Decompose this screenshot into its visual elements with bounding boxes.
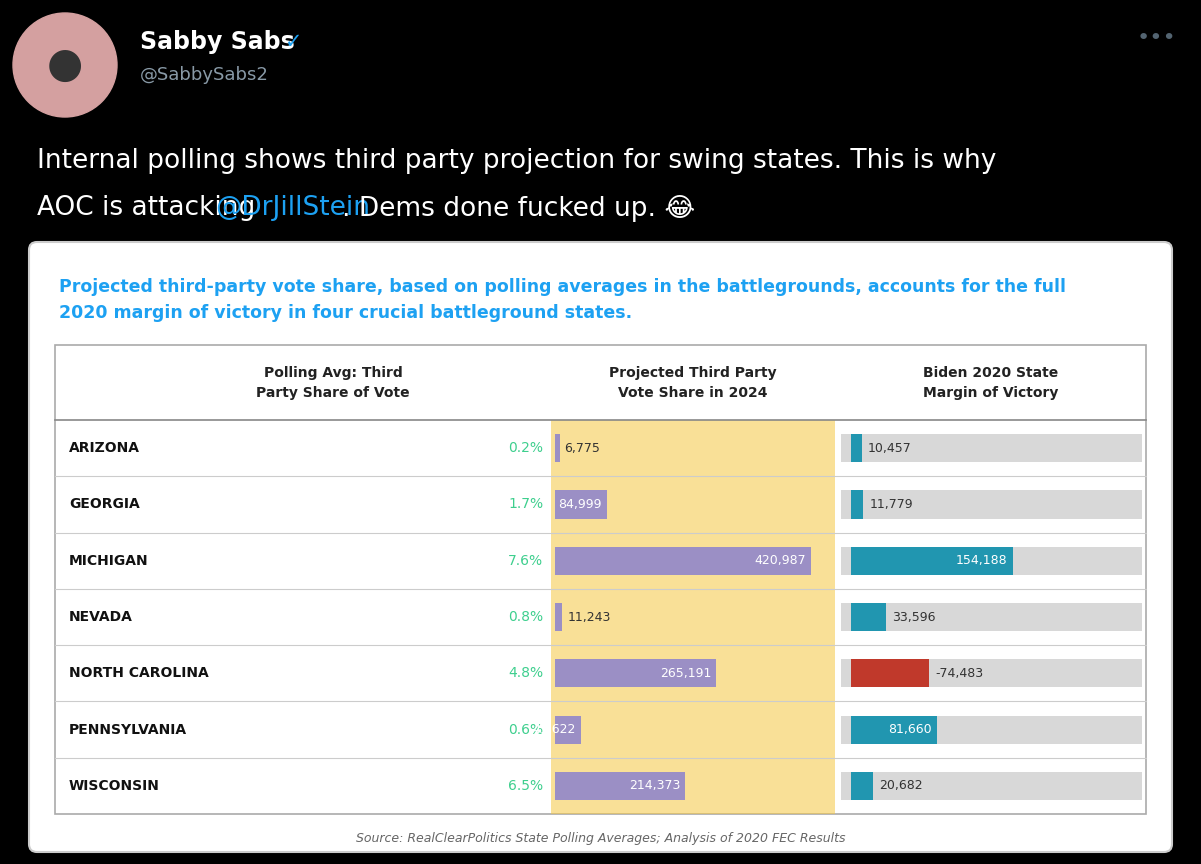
- Text: PENNSYLVANIA: PENNSYLVANIA: [68, 722, 187, 737]
- Bar: [555, 772, 686, 800]
- Bar: [841, 715, 1142, 744]
- Text: 214,373: 214,373: [629, 779, 681, 792]
- Text: 0.2%: 0.2%: [508, 442, 543, 455]
- Text: WISCONSIN: WISCONSIN: [68, 778, 160, 793]
- Text: 41,622: 41,622: [532, 723, 575, 736]
- Bar: [852, 659, 930, 688]
- Text: 6,775: 6,775: [564, 442, 600, 454]
- Text: 4.8%: 4.8%: [508, 666, 543, 680]
- Bar: [551, 420, 835, 814]
- Text: 0.8%: 0.8%: [508, 610, 543, 624]
- Text: 11,779: 11,779: [870, 498, 913, 511]
- Bar: [852, 491, 864, 518]
- Bar: [852, 772, 873, 800]
- Text: 154,188: 154,188: [956, 554, 1008, 567]
- Bar: [841, 772, 1142, 800]
- Text: Projected Third Party: Projected Third Party: [609, 366, 777, 380]
- Text: Biden 2020 State: Biden 2020 State: [922, 366, 1058, 380]
- Text: @SabbySabs2: @SabbySabs2: [141, 66, 269, 84]
- Text: -74,483: -74,483: [936, 667, 984, 680]
- Text: 33,596: 33,596: [892, 611, 936, 624]
- Bar: [852, 547, 1012, 575]
- Circle shape: [13, 13, 116, 117]
- Text: NORTH CAROLINA: NORTH CAROLINA: [68, 666, 209, 680]
- Bar: [555, 491, 607, 518]
- Bar: [55, 345, 1146, 814]
- Text: . Dems done fucked up. 😂: . Dems done fucked up. 😂: [341, 195, 694, 222]
- Bar: [841, 491, 1142, 518]
- Bar: [555, 603, 562, 631]
- Text: 10,457: 10,457: [868, 442, 912, 454]
- Bar: [555, 434, 560, 462]
- Text: 84,999: 84,999: [558, 498, 602, 511]
- Text: Source: RealClearPolitics State Polling Averages; Analysis of 2020 FEC Results: Source: RealClearPolitics State Polling …: [355, 832, 846, 845]
- Text: ARIZONA: ARIZONA: [68, 442, 141, 455]
- Text: ✓: ✓: [285, 32, 303, 52]
- Text: 11,243: 11,243: [567, 611, 610, 624]
- Bar: [841, 434, 1142, 462]
- Bar: [555, 715, 580, 744]
- Bar: [841, 547, 1142, 575]
- Bar: [841, 659, 1142, 688]
- Text: 6.5%: 6.5%: [508, 778, 543, 793]
- Text: 265,191: 265,191: [659, 667, 711, 680]
- Bar: [852, 715, 937, 744]
- Text: •••: •••: [1136, 28, 1176, 48]
- Text: GEORGIA: GEORGIA: [68, 498, 139, 511]
- FancyBboxPatch shape: [29, 242, 1172, 852]
- Text: 420,987: 420,987: [754, 554, 806, 567]
- Text: Projected third-party vote share, based on polling averages in the battlegrounds: Projected third-party vote share, based …: [59, 278, 1066, 296]
- Text: 2020 margin of victory in four crucial battleground states.: 2020 margin of victory in four crucial b…: [59, 304, 632, 322]
- Text: 0.6%: 0.6%: [508, 722, 543, 737]
- Bar: [852, 434, 862, 462]
- Bar: [852, 603, 886, 631]
- Text: Vote Share in 2024: Vote Share in 2024: [619, 386, 767, 400]
- Text: 1.7%: 1.7%: [508, 498, 543, 511]
- Text: MICHIGAN: MICHIGAN: [68, 554, 149, 568]
- Text: ●: ●: [47, 44, 83, 86]
- Text: AOC is attacking: AOC is attacking: [37, 195, 264, 221]
- Text: Party Share of Vote: Party Share of Vote: [256, 386, 410, 400]
- Text: @DrJillStein: @DrJillStein: [215, 195, 370, 221]
- Bar: [841, 603, 1142, 631]
- Text: Internal polling shows third party projection for swing states. This is why: Internal polling shows third party proje…: [37, 148, 997, 174]
- Bar: [555, 547, 811, 575]
- Text: 7.6%: 7.6%: [508, 554, 543, 568]
- Text: Margin of Victory: Margin of Victory: [922, 386, 1058, 400]
- Text: 81,660: 81,660: [888, 723, 932, 736]
- Bar: [555, 659, 716, 688]
- Text: Polling Avg: Third: Polling Avg: Third: [264, 366, 402, 380]
- Text: Sabby Sabs: Sabby Sabs: [141, 30, 294, 54]
- Text: NEVADA: NEVADA: [68, 610, 133, 624]
- Text: 20,682: 20,682: [879, 779, 922, 792]
